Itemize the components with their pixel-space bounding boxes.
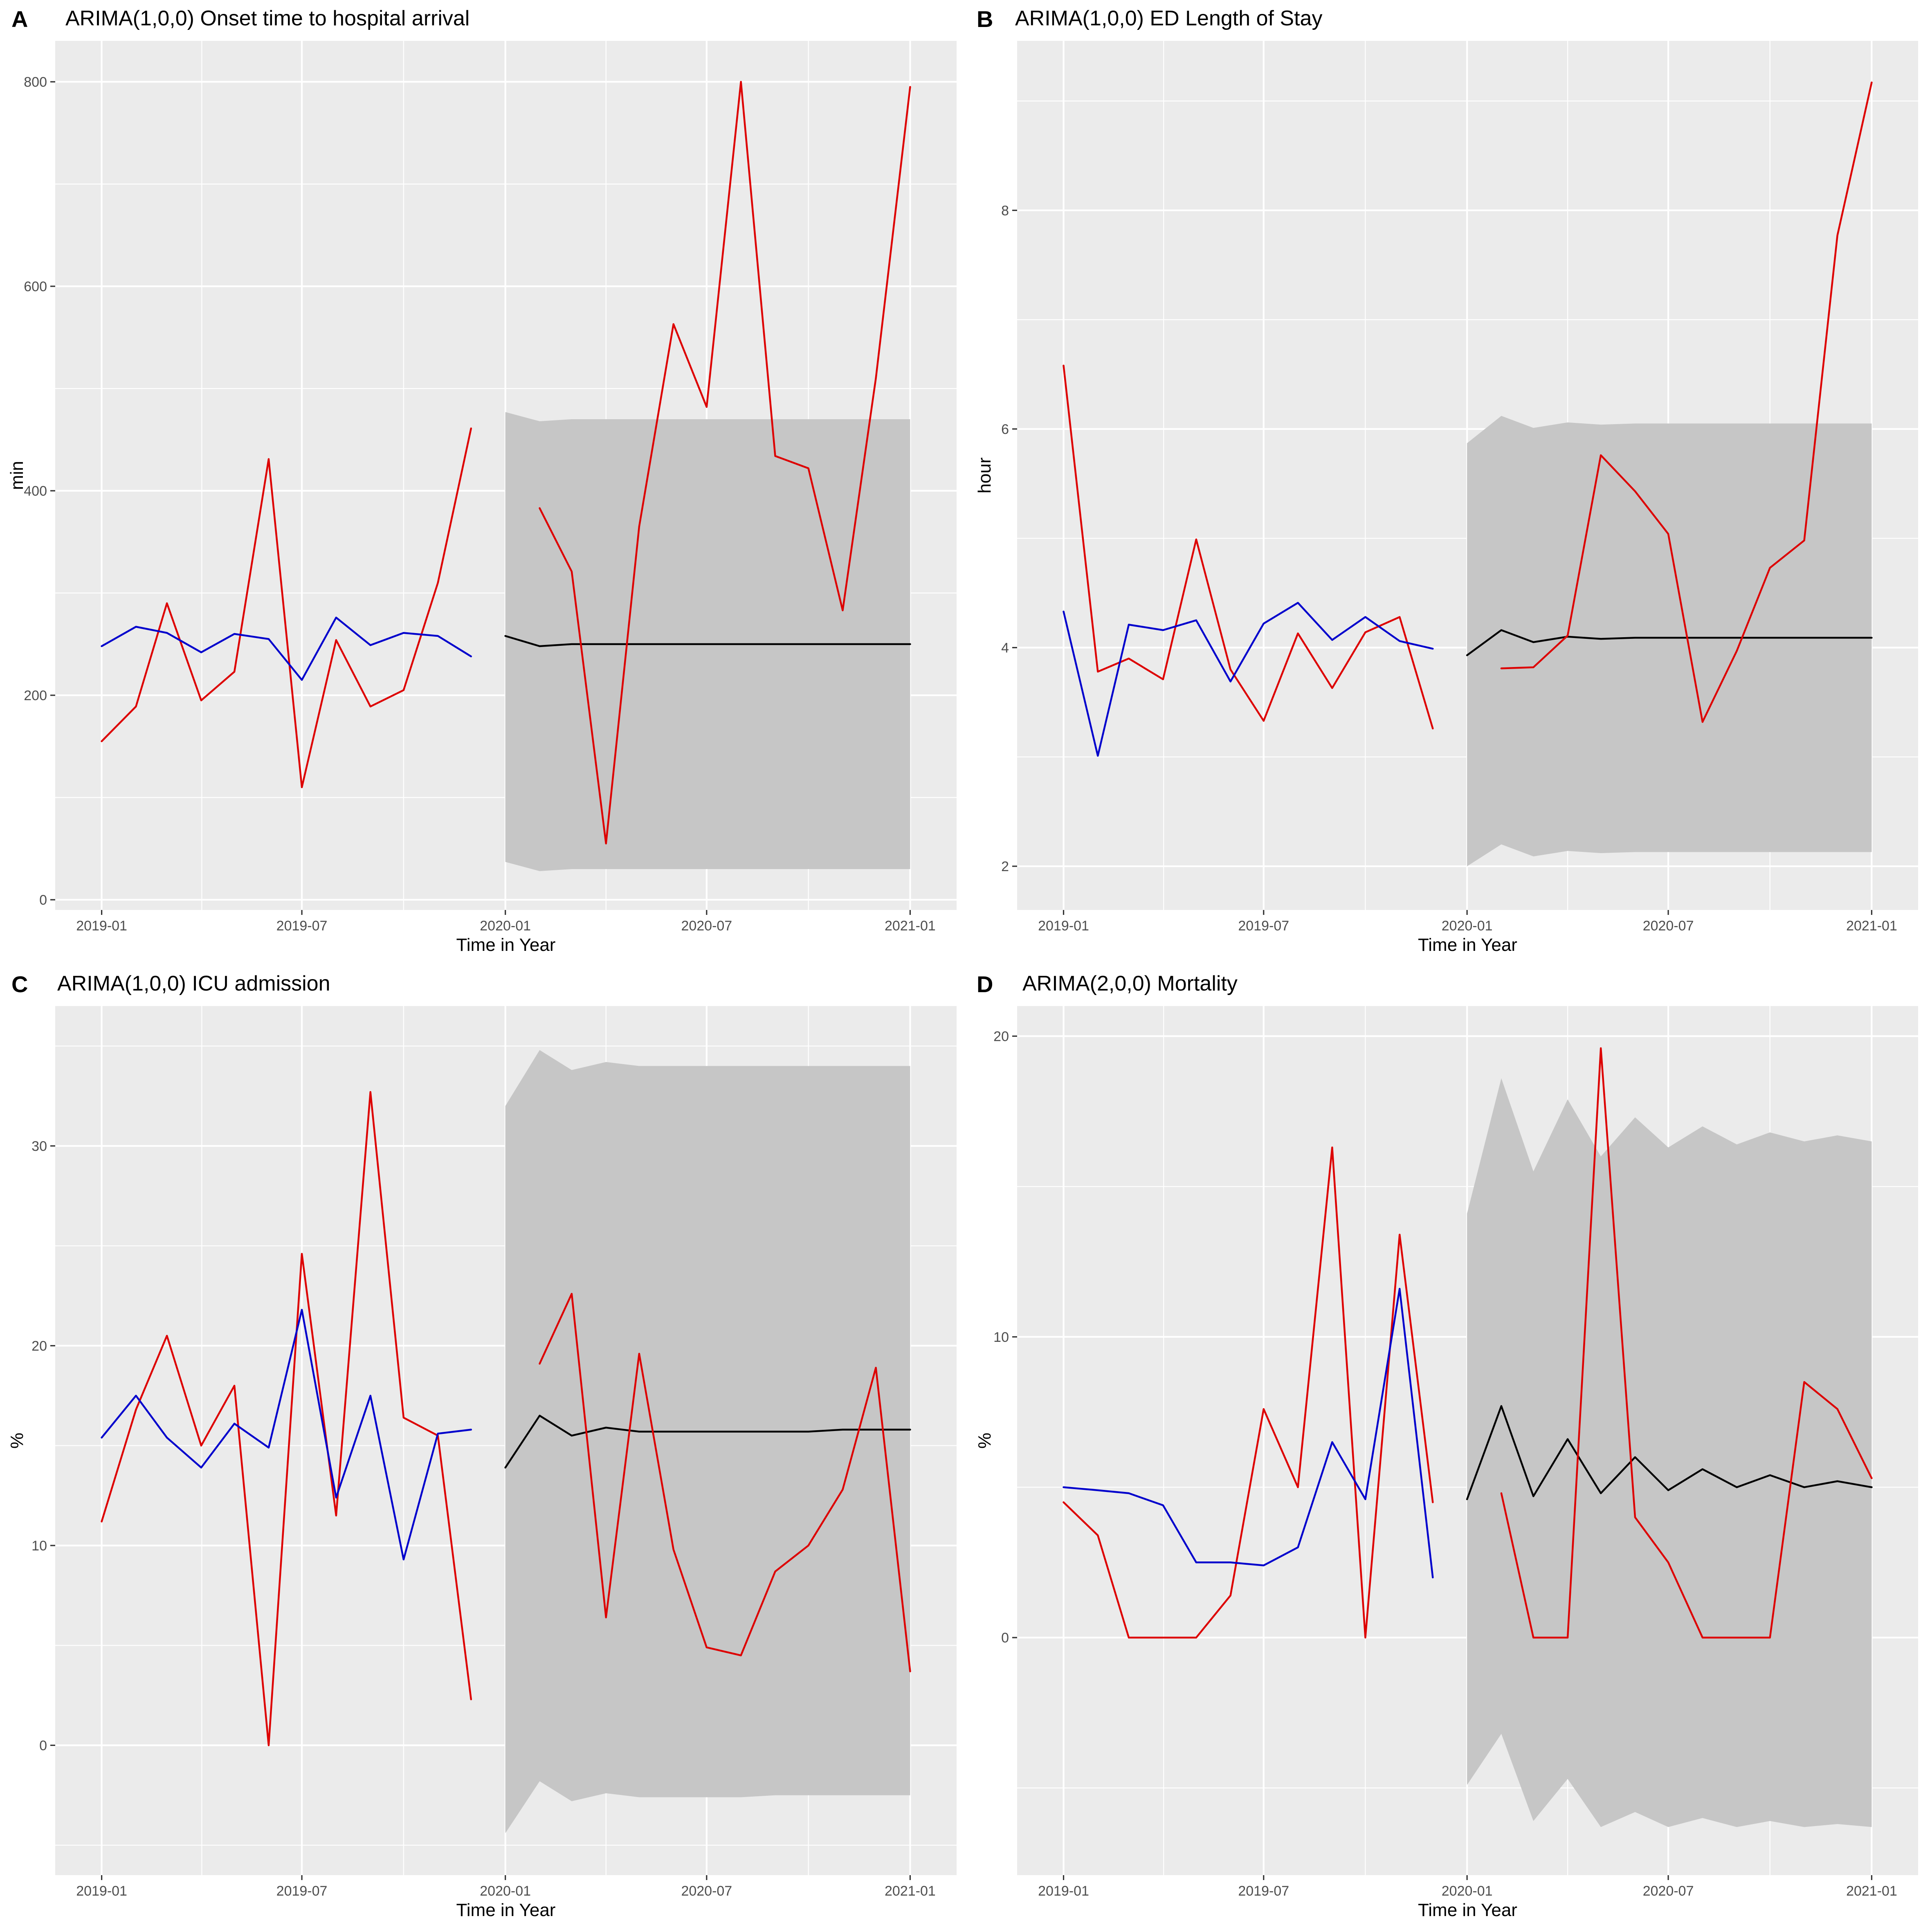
observed-line-2019 xyxy=(101,427,472,789)
plot-title: ARIMA(2,0,0) Mortality xyxy=(1022,972,1238,995)
y-tick-label: 20 xyxy=(31,1338,47,1354)
x-tick-label: 2019-01 xyxy=(76,1883,127,1899)
x-tick-label: 2020-07 xyxy=(1643,1883,1694,1899)
panel-A: 2019-01 2019-07 2020-01 2020-07 2021-01 0 200 4… xyxy=(7,6,957,955)
forecast-mean-line xyxy=(1466,1405,1873,1501)
fitted-line-2019 xyxy=(101,1309,472,1561)
panel-tag: D xyxy=(977,971,993,997)
y-axis-title: min xyxy=(7,461,27,490)
y-tick-label: 10 xyxy=(993,1330,1009,1345)
y-axis-title: hour xyxy=(975,457,995,493)
observed-line-2019 xyxy=(1063,364,1434,730)
x-tick-label: 2021-01 xyxy=(1846,918,1897,934)
y-tick-label: 200 xyxy=(24,688,47,703)
y-tick-label: 4 xyxy=(1001,640,1009,656)
panel-tag: C xyxy=(11,971,28,997)
panel-C: 2019-01 2019-07 2020-01 2020-07 2021-01 0 10 20… xyxy=(7,971,957,1920)
y-tick-label: 800 xyxy=(24,74,47,90)
y-tick-label: 600 xyxy=(24,279,47,294)
y-tick-label: 30 xyxy=(31,1139,47,1154)
forecast-interval-band xyxy=(505,412,910,871)
x-tick-label: 2020-07 xyxy=(1643,918,1694,934)
x-tick-label: 2019-01 xyxy=(1038,1883,1089,1899)
y-tick-label: 10 xyxy=(31,1538,47,1554)
fitted-line-2019 xyxy=(1063,602,1434,757)
observed-line-2020 xyxy=(539,81,911,845)
x-tick-label: 2021-01 xyxy=(1846,1883,1897,1899)
forecast-interval-band xyxy=(505,1050,910,1833)
y-tick-label: 0 xyxy=(39,1738,47,1753)
x-axis-title: Time in Year xyxy=(1418,935,1517,955)
x-tick-label: 2019-01 xyxy=(76,918,127,934)
x-tick-label: 2019-07 xyxy=(1238,918,1289,934)
forecast-mean-line xyxy=(504,635,911,647)
data-layer xyxy=(101,1050,911,1833)
y-tick-label: 20 xyxy=(993,1029,1009,1045)
observed-line-2020 xyxy=(539,1293,911,1672)
data-layer xyxy=(1063,1047,1873,1827)
x-tick-label: 2019-07 xyxy=(1238,1883,1289,1899)
fitted-line-2019 xyxy=(1063,1287,1434,1579)
x-axis-title: Time in Year xyxy=(456,1900,556,1920)
x-tick-label: 2020-01 xyxy=(1442,918,1493,934)
y-axis-title: % xyxy=(7,1433,27,1449)
y-tick-label: 2 xyxy=(1001,859,1009,874)
y-tick-label: 0 xyxy=(1001,1630,1009,1646)
data-layer xyxy=(101,81,911,871)
x-axis-title: Time in Year xyxy=(1418,1900,1517,1920)
panel-tag: B xyxy=(977,6,993,32)
y-tick-label: 400 xyxy=(24,483,47,499)
observed-line-2020 xyxy=(1500,1047,1873,1639)
data-layer xyxy=(1063,81,1873,867)
x-tick-label: 2020-07 xyxy=(681,1883,732,1899)
x-tick-label: 2020-01 xyxy=(480,1883,531,1899)
x-tick-label: 2019-01 xyxy=(1038,918,1089,934)
plot-title: ARIMA(1,0,0) Onset time to hospital arri… xyxy=(65,7,470,30)
x-tick-label: 2021-01 xyxy=(885,918,936,934)
panel-B: 2019-01 2019-07 2020-01 2020-07 2021-01 2 4 6 8 T… xyxy=(975,6,1918,955)
observed-line-2019 xyxy=(101,1091,472,1746)
forecast-mean-line xyxy=(1466,629,1873,656)
observed-line-2020 xyxy=(1500,81,1873,723)
x-tick-label: 2020-01 xyxy=(1442,1883,1493,1899)
observed-line-2019 xyxy=(1063,1146,1434,1639)
x-tick-label: 2021-01 xyxy=(885,1883,936,1899)
y-axis-title: % xyxy=(975,1433,995,1449)
plot-title: ARIMA(1,0,0) ICU admission xyxy=(57,972,330,995)
panel-D: 2019-01 2019-07 2020-01 2020-07 2021-01 0 10 20… xyxy=(975,971,1918,1920)
x-tick-label: 2020-07 xyxy=(681,918,732,934)
x-tick-label: 2020-01 xyxy=(480,918,531,934)
x-tick-label: 2019-07 xyxy=(276,918,328,934)
forecast-mean-line xyxy=(504,1415,911,1469)
y-tick-label: 6 xyxy=(1001,422,1009,437)
panel-tag: A xyxy=(11,6,28,32)
y-tick-label: 8 xyxy=(1001,203,1009,218)
x-tick-label: 2019-07 xyxy=(276,1883,328,1899)
fitted-line-2019 xyxy=(101,616,472,681)
x-axis-title: Time in Year xyxy=(456,935,556,955)
y-tick-label: 0 xyxy=(39,892,47,908)
forecast-interval-band xyxy=(1467,1078,1872,1827)
forecast-interval-band xyxy=(1467,416,1872,867)
plot-title: ARIMA(1,0,0) ED Length of Stay xyxy=(1015,7,1322,30)
